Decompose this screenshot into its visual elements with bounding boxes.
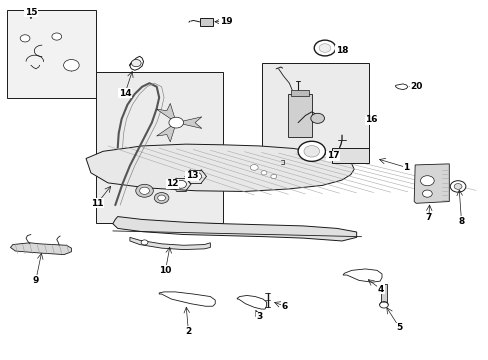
Text: 16: 16	[364, 115, 377, 124]
Circle shape	[20, 35, 30, 42]
Bar	[290, 90, 309, 96]
Polygon shape	[413, 164, 448, 203]
Circle shape	[131, 59, 141, 67]
Circle shape	[261, 171, 266, 175]
Polygon shape	[156, 103, 176, 123]
Text: 8: 8	[457, 217, 464, 226]
Text: 5: 5	[396, 323, 402, 332]
Circle shape	[420, 176, 433, 186]
Bar	[96, 72, 222, 223]
Circle shape	[270, 174, 276, 179]
Bar	[288, 94, 311, 137]
Text: 7: 7	[425, 213, 431, 222]
Circle shape	[140, 187, 149, 194]
Polygon shape	[237, 296, 266, 309]
Circle shape	[63, 59, 79, 71]
Circle shape	[319, 44, 330, 52]
Polygon shape	[130, 237, 210, 249]
Text: 4: 4	[377, 285, 384, 294]
Bar	[331, 148, 368, 163]
Bar	[380, 284, 386, 304]
Circle shape	[310, 113, 324, 123]
Text: 3: 3	[256, 312, 262, 321]
Text: 2: 2	[185, 327, 191, 336]
Polygon shape	[159, 292, 215, 306]
Text: 11: 11	[91, 199, 103, 208]
Text: 1: 1	[403, 163, 408, 172]
Text: 9: 9	[33, 276, 39, 285]
Text: 15: 15	[24, 8, 37, 17]
Circle shape	[136, 184, 153, 197]
Polygon shape	[113, 217, 356, 241]
Polygon shape	[10, 243, 71, 255]
Circle shape	[379, 302, 387, 308]
Text: 20: 20	[409, 82, 422, 91]
Circle shape	[422, 190, 431, 197]
Text: 13: 13	[185, 171, 198, 180]
Polygon shape	[176, 117, 202, 129]
Circle shape	[314, 40, 335, 56]
Bar	[6, 10, 96, 98]
Bar	[199, 18, 213, 26]
Circle shape	[189, 172, 201, 181]
Circle shape	[453, 184, 461, 189]
Circle shape	[175, 180, 186, 188]
Circle shape	[168, 117, 183, 128]
Text: 12: 12	[166, 179, 178, 188]
Circle shape	[298, 141, 325, 161]
Bar	[261, 63, 368, 160]
Circle shape	[449, 181, 465, 192]
Text: 19: 19	[219, 17, 232, 26]
Text: 17: 17	[326, 151, 339, 160]
Circle shape	[304, 145, 319, 157]
Circle shape	[141, 240, 148, 245]
Circle shape	[158, 195, 165, 201]
Text: 18: 18	[335, 46, 347, 55]
Polygon shape	[156, 123, 176, 142]
Polygon shape	[86, 144, 353, 192]
Circle shape	[52, 33, 61, 40]
Text: 10: 10	[159, 266, 171, 275]
Circle shape	[154, 193, 168, 203]
Circle shape	[250, 165, 258, 170]
Polygon shape	[342, 269, 381, 282]
Polygon shape	[395, 84, 407, 90]
Text: 6: 6	[281, 302, 287, 311]
Text: 14: 14	[119, 89, 131, 98]
